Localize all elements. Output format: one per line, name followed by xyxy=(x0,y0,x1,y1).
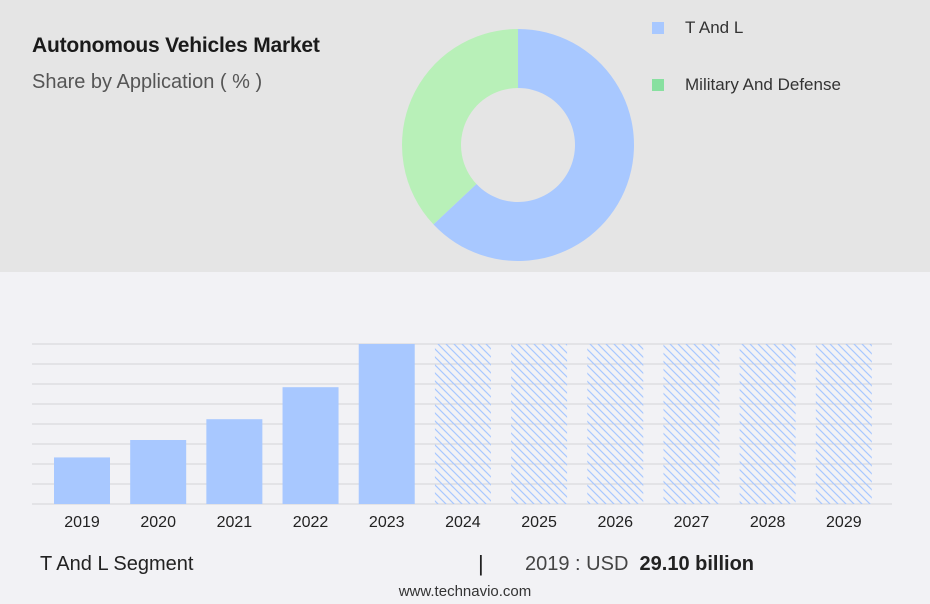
bar-2025 xyxy=(511,344,568,504)
bar-2020 xyxy=(130,440,187,504)
source-link[interactable]: www.technavio.com xyxy=(398,583,532,600)
segment-value-amount: 29.10 billion xyxy=(639,553,754,575)
bar-2024 xyxy=(434,344,491,504)
x-tick-label-2024: 2024 xyxy=(445,514,481,531)
x-tick-label-2022: 2022 xyxy=(293,514,329,531)
legend-swatch-t-and-l xyxy=(652,22,664,34)
bar-2029 xyxy=(815,344,872,504)
bar-2027 xyxy=(663,344,720,504)
donut-slice-t-and-l xyxy=(433,29,634,261)
x-tick-label-2021: 2021 xyxy=(217,514,253,531)
footer-divider: | xyxy=(478,551,484,576)
bar-2022 xyxy=(282,387,339,504)
bar-2019 xyxy=(54,457,110,504)
segment-value: 2019 : USD 29.10 billion xyxy=(525,553,754,576)
bar-2021 xyxy=(206,419,263,504)
chart-title: Autonomous Vehicles Market xyxy=(32,34,320,57)
x-tick-label-2029: 2029 xyxy=(826,514,862,531)
bar-2026 xyxy=(587,344,644,504)
legend-swatch-military-and-defense xyxy=(652,79,664,91)
bar-2028 xyxy=(739,344,796,504)
x-tick-label-2028: 2028 xyxy=(750,514,786,531)
segment-label: T And L Segment xyxy=(40,553,194,575)
x-tick-label-2023: 2023 xyxy=(369,514,405,531)
bar-chart: 2019 2020 2021 2022 2023 2024 2025 2026 2027 2028… xyxy=(32,343,892,531)
donut-chart xyxy=(401,29,634,261)
bar-2023 xyxy=(358,344,415,504)
legend-label-t-and-l: T And L xyxy=(685,18,744,37)
x-tick-label-2020: 2020 xyxy=(140,514,176,531)
x-tick-label-2027: 2027 xyxy=(674,514,710,531)
segment-year-label: 2019 : USD xyxy=(525,553,629,575)
legend-label-military-and-defense: Military And Defense xyxy=(685,75,841,94)
chart-subtitle: Share by Application ( % ) xyxy=(32,71,263,93)
x-tick-label-2026: 2026 xyxy=(597,514,633,531)
x-tick-label-2025: 2025 xyxy=(521,514,557,531)
donut-slice-military-and-defense xyxy=(401,29,518,225)
x-tick-label-2019: 2019 xyxy=(64,514,100,531)
